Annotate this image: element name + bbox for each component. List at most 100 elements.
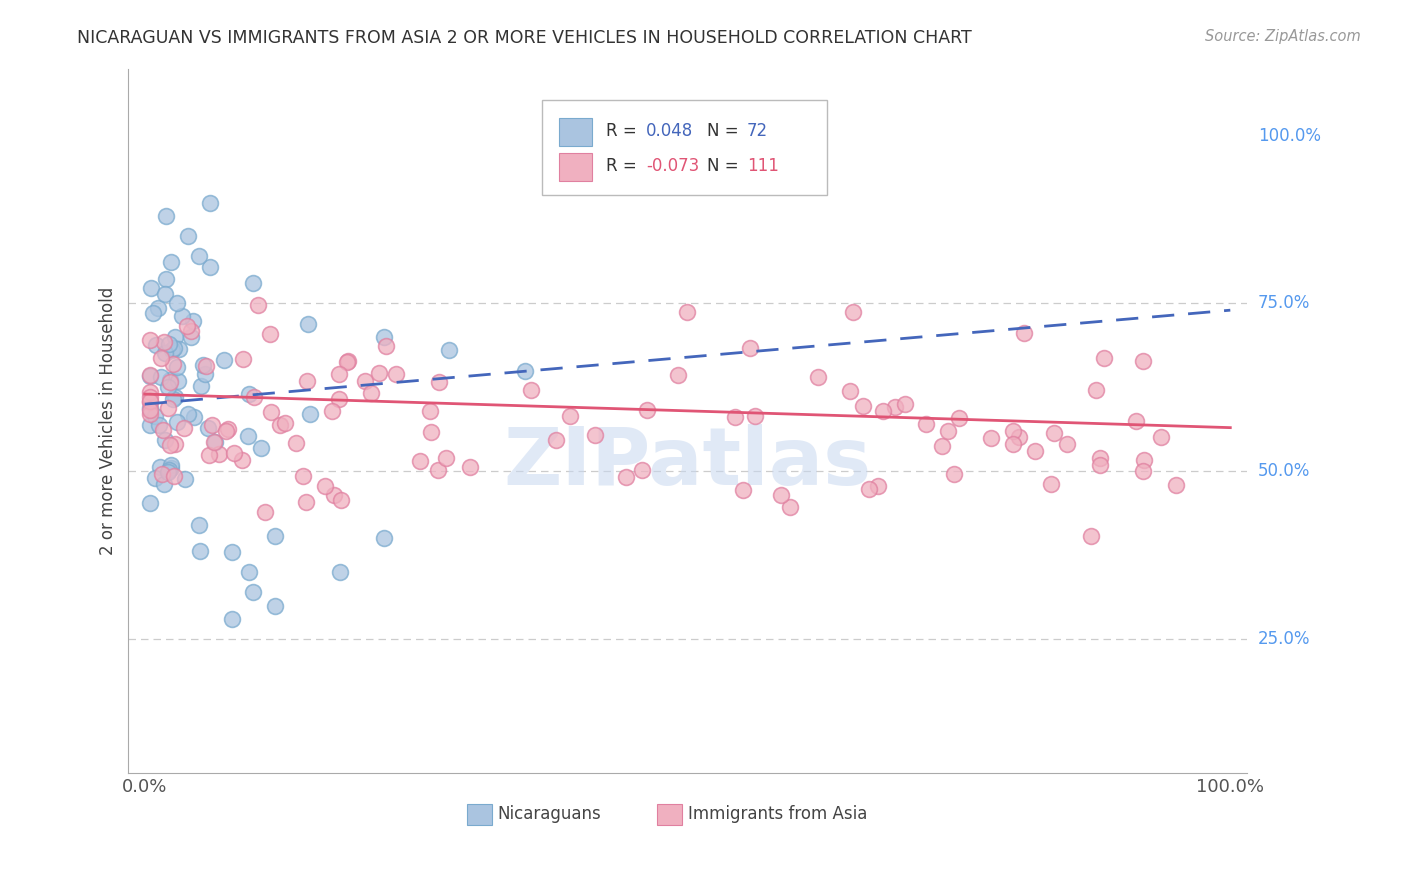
Point: [200, 418, 222, 433]
Point: [868, 479, 890, 493]
Point: [915, 417, 938, 432]
Text: ZIPatlas: ZIPatlas: [503, 425, 872, 502]
Point: [173, 421, 195, 435]
Text: NICARAGUAN VS IMMIGRANTS FROM ASIA 2 OR MORE VEHICLES IN HOUSEHOLD CORRELATION C: NICARAGUAN VS IMMIGRANTS FROM ASIA 2 OR …: [77, 29, 972, 46]
Point: [153, 434, 176, 448]
Point: [1088, 450, 1111, 465]
Point: [180, 330, 202, 344]
Point: [232, 351, 254, 366]
Point: [169, 342, 191, 356]
Point: [148, 459, 170, 474]
Text: -0.073: -0.073: [647, 157, 699, 175]
Point: [322, 487, 344, 501]
Point: [221, 612, 243, 626]
Point: [139, 384, 162, 399]
Point: [373, 532, 395, 546]
Point: [437, 343, 460, 358]
Point: [254, 506, 277, 520]
Point: [160, 255, 183, 269]
Text: N =: N =: [707, 157, 744, 175]
Point: [173, 473, 195, 487]
Text: 75.0%: 75.0%: [1258, 294, 1310, 312]
Point: [314, 479, 336, 493]
Point: [558, 409, 581, 423]
Point: [143, 409, 166, 423]
Point: [744, 409, 766, 423]
Point: [980, 431, 1002, 445]
Point: [360, 386, 382, 401]
Point: [1164, 477, 1187, 491]
Point: [636, 403, 658, 417]
Point: [299, 407, 322, 421]
Point: [373, 330, 395, 344]
Point: [779, 500, 801, 515]
Point: [420, 425, 443, 439]
Point: [139, 393, 162, 408]
Point: [1132, 353, 1154, 368]
Point: [243, 390, 266, 404]
Point: [426, 462, 449, 476]
Point: [139, 403, 162, 417]
Point: [193, 359, 215, 373]
Point: [419, 403, 441, 417]
Point: [1056, 437, 1078, 451]
Point: [194, 367, 217, 381]
Point: [297, 374, 319, 388]
Point: [948, 410, 970, 425]
Point: [152, 423, 174, 437]
Point: [139, 390, 162, 404]
Point: [200, 260, 222, 274]
Point: [260, 405, 283, 419]
Point: [166, 359, 188, 374]
Point: [434, 451, 457, 466]
Point: [153, 334, 176, 349]
Point: [215, 424, 238, 438]
Point: [1040, 477, 1063, 491]
Point: [188, 518, 211, 533]
Point: [328, 392, 350, 407]
Point: [321, 404, 343, 418]
Point: [329, 493, 352, 508]
Point: [247, 298, 270, 312]
Point: [1042, 426, 1064, 441]
Point: [250, 442, 273, 456]
Point: [269, 418, 291, 433]
Point: [328, 368, 350, 382]
Point: [139, 407, 162, 421]
Point: [143, 471, 166, 485]
Point: [236, 428, 259, 442]
Point: [336, 355, 359, 369]
Point: [139, 401, 162, 415]
Point: [148, 417, 170, 432]
Point: [212, 353, 235, 368]
Point: [427, 375, 450, 389]
Point: [297, 317, 319, 331]
Y-axis label: 2 or more Vehicles in Household: 2 or more Vehicles in Household: [100, 287, 117, 555]
Point: [145, 338, 167, 352]
Text: R =: R =: [606, 157, 643, 175]
Point: [188, 250, 211, 264]
Point: [163, 342, 186, 356]
Point: [198, 195, 221, 210]
Point: [156, 379, 179, 393]
Point: [157, 466, 180, 480]
Point: [167, 374, 190, 388]
Point: [769, 488, 792, 502]
Point: [544, 433, 567, 447]
Point: [842, 305, 865, 319]
Point: [221, 545, 243, 559]
Point: [139, 281, 162, 295]
Point: [148, 301, 170, 316]
Point: [204, 435, 226, 450]
Bar: [560, 153, 592, 181]
Point: [1080, 528, 1102, 542]
Point: [666, 368, 689, 383]
Point: [295, 495, 318, 509]
Point: [217, 422, 239, 436]
Point: [160, 343, 183, 357]
Point: [1125, 414, 1147, 428]
Point: [139, 333, 162, 347]
Text: 111: 111: [747, 157, 779, 175]
Point: [162, 357, 184, 371]
Point: [156, 401, 179, 415]
